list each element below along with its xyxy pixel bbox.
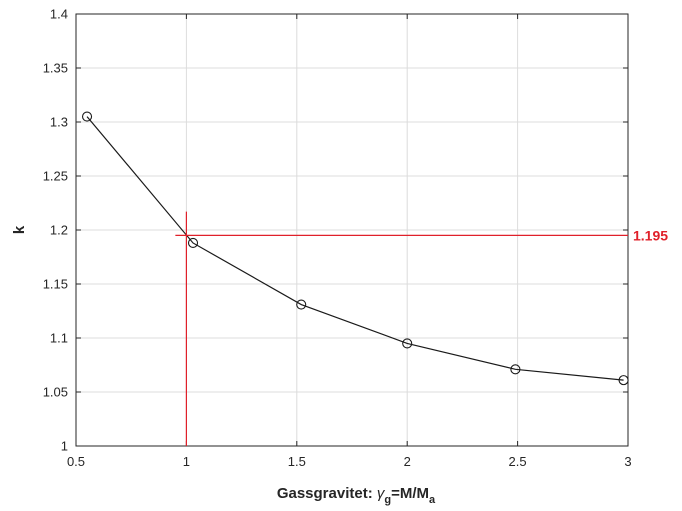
reference-value-label: 1.195 xyxy=(633,227,668,243)
x-axis-label-part: γ xyxy=(377,485,386,502)
x-axis-label: Gassgravitet: γg=M/Ma xyxy=(277,485,436,506)
x-tick-label: 3 xyxy=(624,454,631,469)
ticks: 0.5 1 1.5 2 2.5 311.051.11.151.21.251.31.351.… xyxy=(43,7,632,470)
x-tick-label: 2 xyxy=(404,454,411,469)
data-point xyxy=(402,338,413,349)
y-tick-label: 1.05 xyxy=(43,385,68,400)
y-tick-label: 1.35 xyxy=(43,61,68,76)
x-tick-label: 1.5 xyxy=(288,454,306,469)
data-point xyxy=(296,299,307,310)
y-axis-label: k xyxy=(11,225,28,234)
x-axis-label-part: g xyxy=(384,494,391,506)
y-tick-label: 1 xyxy=(61,439,68,454)
x-tick-label: 0.5 xyxy=(67,454,85,469)
x-tick-label: 1 xyxy=(183,454,190,469)
y-tick-label: 1.25 xyxy=(43,169,68,184)
series-line xyxy=(86,116,624,381)
y-tick-label: 1.2 xyxy=(50,223,68,238)
data-point xyxy=(81,111,93,122)
data-point xyxy=(510,364,521,375)
y-tick-label: 1.15 xyxy=(43,277,68,292)
x-axis-label-part: =M/M xyxy=(391,485,429,502)
data-point xyxy=(618,375,629,386)
x-axis-label-part: Gassgravitet: xyxy=(277,485,377,502)
series xyxy=(81,111,629,386)
x-axis-label-part: a xyxy=(429,494,436,506)
annotations: 1.195 xyxy=(175,211,668,446)
x-tick-label: 2.5 xyxy=(509,454,527,469)
y-tick-label: 1.4 xyxy=(50,7,68,22)
y-tick-label: 1.1 xyxy=(50,331,68,346)
y-tick-label: 1.3 xyxy=(50,115,68,130)
data-point xyxy=(187,237,199,249)
